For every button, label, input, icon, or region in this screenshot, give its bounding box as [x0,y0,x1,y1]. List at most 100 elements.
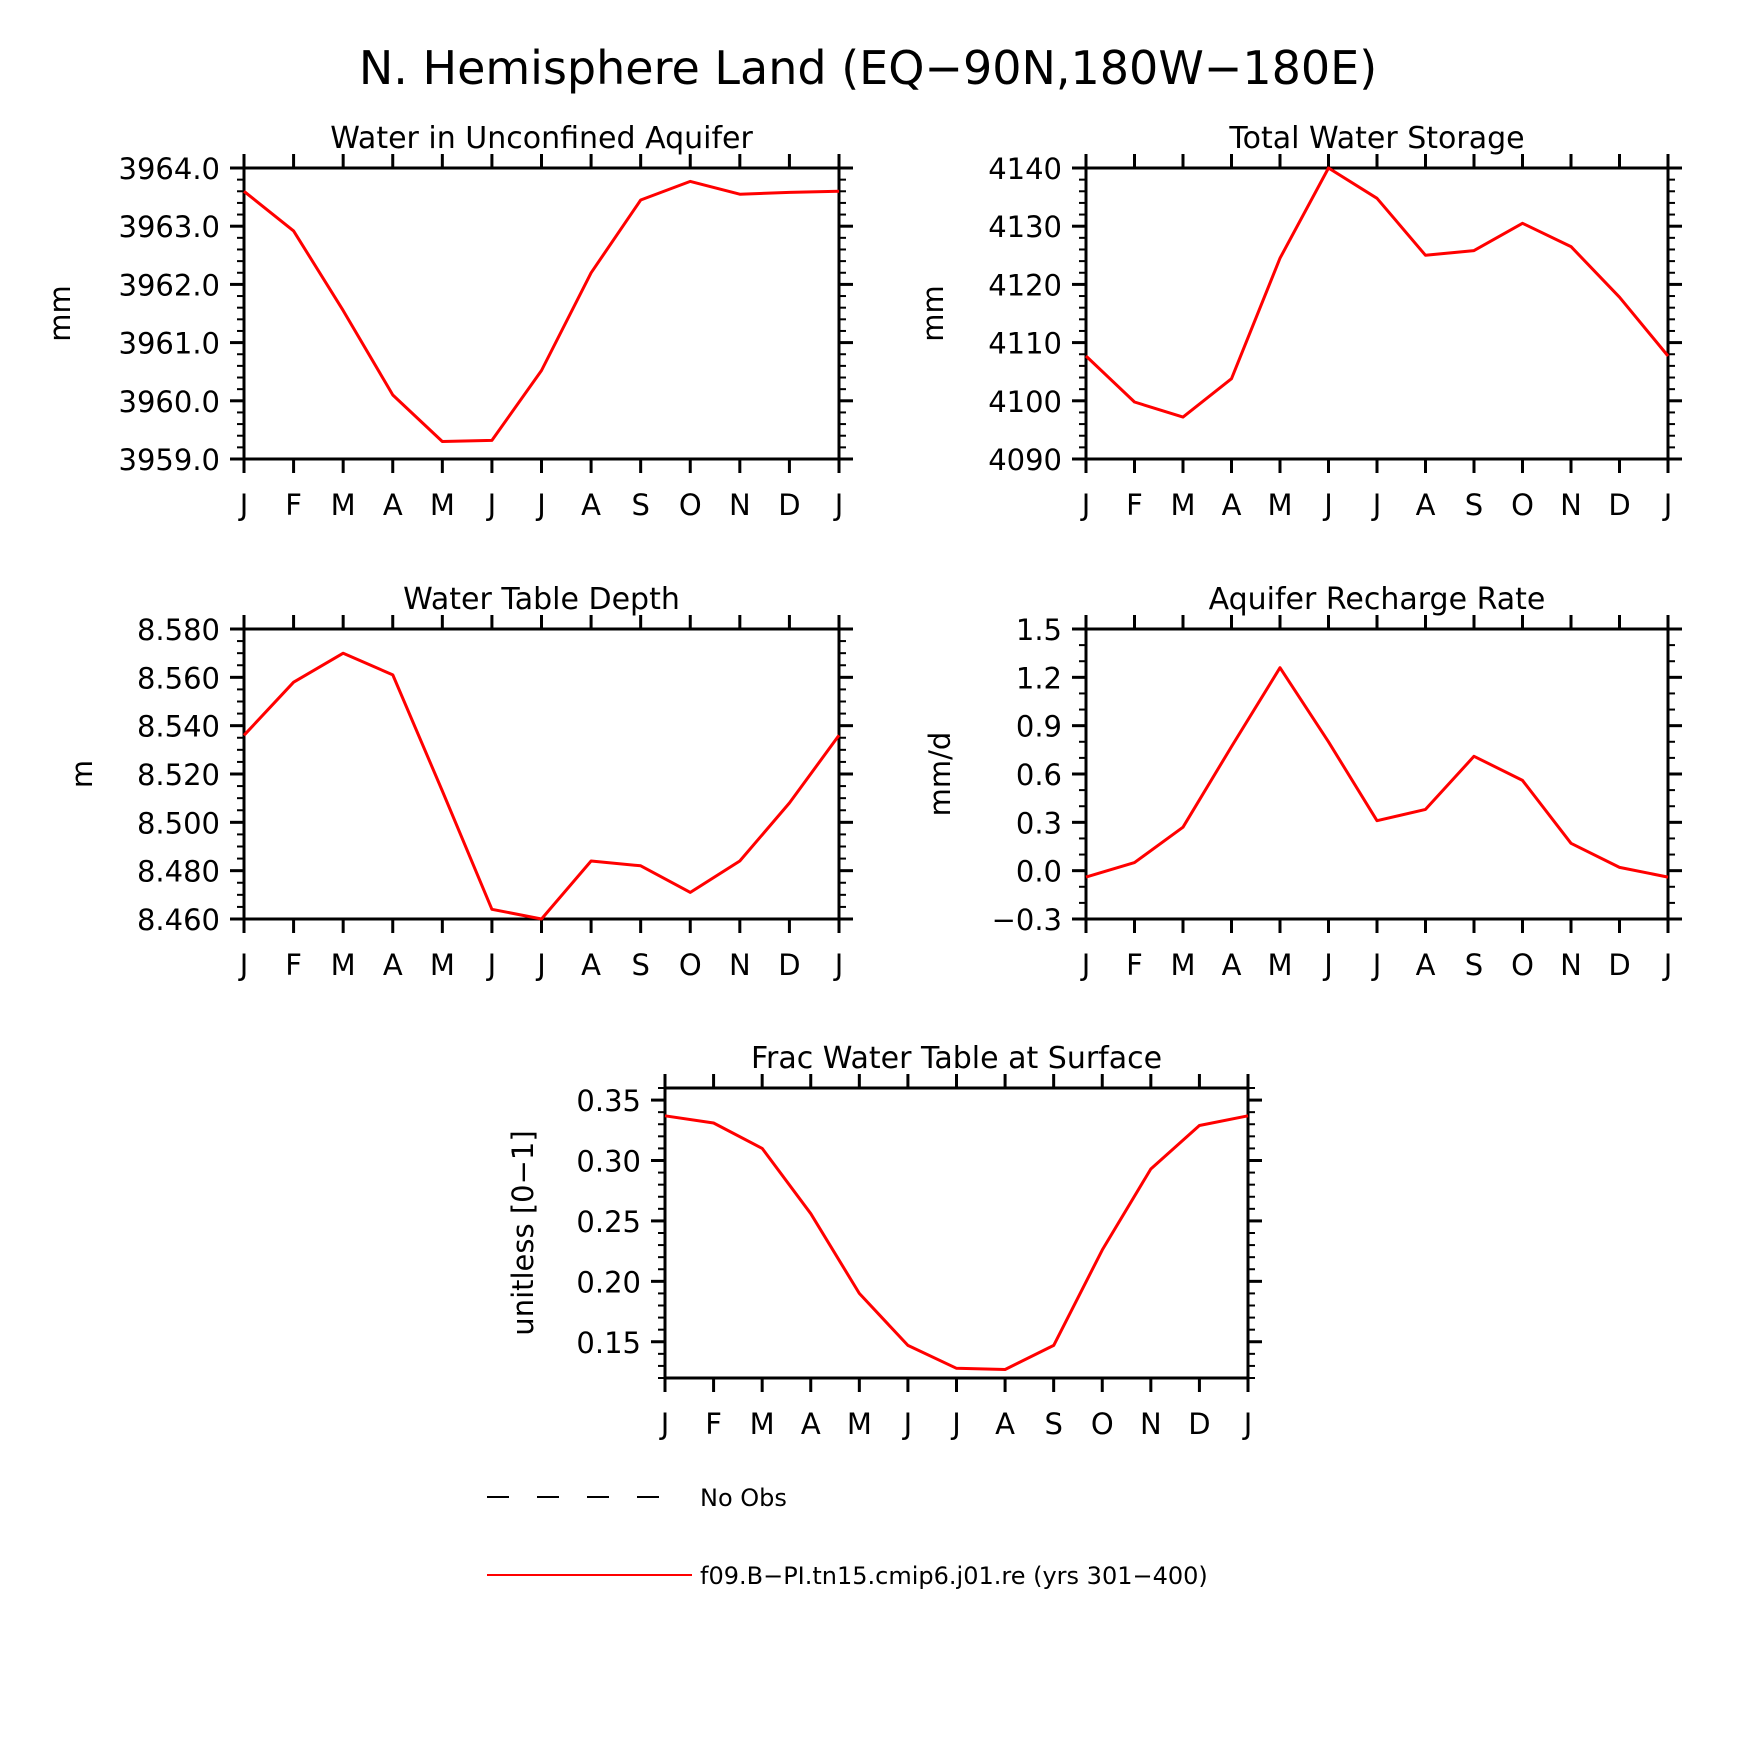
y-tick-label: 8.520 [137,758,220,792]
x-tick-label: D [1188,1407,1210,1441]
x-tick-label: M [430,488,455,522]
y-tick-label: 0.0 [1016,855,1062,889]
y-axis-label: mm/d [923,732,957,817]
x-tick-label: J [535,948,546,982]
y-tick-label: 0.3 [1016,806,1062,840]
plot-frame [1084,627,1670,921]
y-tick-label: 0.15 [576,1326,641,1360]
x-tick-label: M [1267,948,1292,982]
x-tick-label: J [486,948,497,982]
y-tick-label: 4090 [988,443,1062,477]
x-tick-label: J [1322,948,1333,982]
y-tick-label: 4110 [988,327,1062,361]
y-tick-label: 1.2 [1016,661,1062,695]
y-tick-label: 4130 [988,210,1062,244]
y-tick-label: 0.6 [1016,758,1062,792]
x-tick-label: M [1170,488,1195,522]
y-axis-label: mm [43,285,77,342]
y-tick-label: 8.560 [137,661,220,695]
x-tick-label: S [1465,488,1483,522]
y-tick-label: 8.480 [137,855,220,889]
x-tick-label: A [383,488,403,522]
x-tick-label: D [1608,488,1630,522]
y-tick-label: 0.20 [576,1265,641,1299]
x-tick-label: O [1511,948,1534,982]
series-line [243,179,840,443]
series-line [1084,166,1670,419]
x-tick-label: F [1126,948,1143,982]
y-tick-label: 3959.0 [119,443,220,477]
x-tick-label: D [1608,948,1630,982]
x-tick-label: J [535,488,546,522]
x-tick-label: D [778,488,800,522]
x-tick-label: A [1416,948,1436,982]
x-tick-label: M [331,488,356,522]
y-tick-label: 3961.0 [119,327,220,361]
x-tick-label: D [778,948,800,982]
x-tick-label: S [631,488,649,522]
y-tick-label: 0.30 [576,1145,641,1179]
x-tick-label: J [950,1407,961,1441]
x-tick-label: A [1222,488,1242,522]
x-tick-label: J [833,488,844,522]
series-line [664,1114,1249,1371]
y-tick-label: −0.3 [992,903,1062,937]
x-tick-label: F [285,948,302,982]
x-tick-label: A [1416,488,1436,522]
plot-frame [242,627,841,921]
panel-title-frac-water-table: Frac Water Table at Surface [751,1041,1162,1076]
x-tick-label: J [1242,1407,1253,1441]
legend-model-label: f09.B−PI.tn15.cmip6.j01.re (yrs 301−400) [700,1562,1208,1590]
y-tick-label: 4100 [988,385,1062,419]
x-tick-label: O [1091,1407,1114,1441]
y-tick-label: 3960.0 [119,385,220,419]
x-tick-label: S [631,948,649,982]
plot-frame [663,1086,1250,1380]
x-tick-label: J [833,948,844,982]
x-tick-label: N [729,948,751,982]
y-tick-label: 3964.0 [119,152,220,186]
plot-frame [242,166,841,461]
series-line [242,651,841,921]
x-tick-label: N [1140,1407,1162,1441]
panel-title-total-water-storage: Total Water Storage [1228,121,1524,156]
x-tick-label: F [1126,488,1143,522]
y-axis-label: m [65,760,99,788]
y-axis-label: unitless [0−1] [506,1130,540,1335]
x-tick-label: J [1662,948,1673,982]
x-tick-label: A [581,488,601,522]
x-tick-label: J [1371,948,1382,982]
y-axis-label: mm [916,285,950,342]
x-tick-label: J [1371,488,1382,522]
y-tick-label: 8.540 [137,710,220,744]
x-tick-label: J [659,1407,670,1441]
series-line [1085,666,1669,879]
x-tick-label: J [238,488,249,522]
x-tick-label: J [1662,488,1673,522]
x-tick-label: F [285,488,302,522]
y-tick-label: 0.35 [576,1084,641,1118]
y-tick-label: 4140 [988,152,1062,186]
y-tick-label: 0.25 [576,1205,641,1239]
x-tick-label: M [1267,488,1292,522]
x-tick-label: A [1222,948,1242,982]
x-tick-label: J [1080,488,1091,522]
x-tick-label: O [679,488,702,522]
figure-title: N. Hemisphere Land (EQ−90N,180W−180E) [359,41,1377,95]
x-tick-label: M [430,948,455,982]
y-tick-label: 8.460 [137,903,220,937]
y-tick-label: 8.500 [137,806,220,840]
y-tick-label: 1.5 [1016,613,1062,647]
x-tick-label: A [801,1407,821,1441]
x-tick-label: S [1044,1407,1062,1441]
x-tick-label: M [750,1407,775,1441]
y-tick-label: 0.9 [1016,710,1062,744]
legend: No Obs f09.B−PI.tn15.cmip6.j01.re (yrs 3… [487,1484,1208,1590]
legend-obs-label: No Obs [700,1484,787,1512]
x-tick-label: J [1322,488,1333,522]
